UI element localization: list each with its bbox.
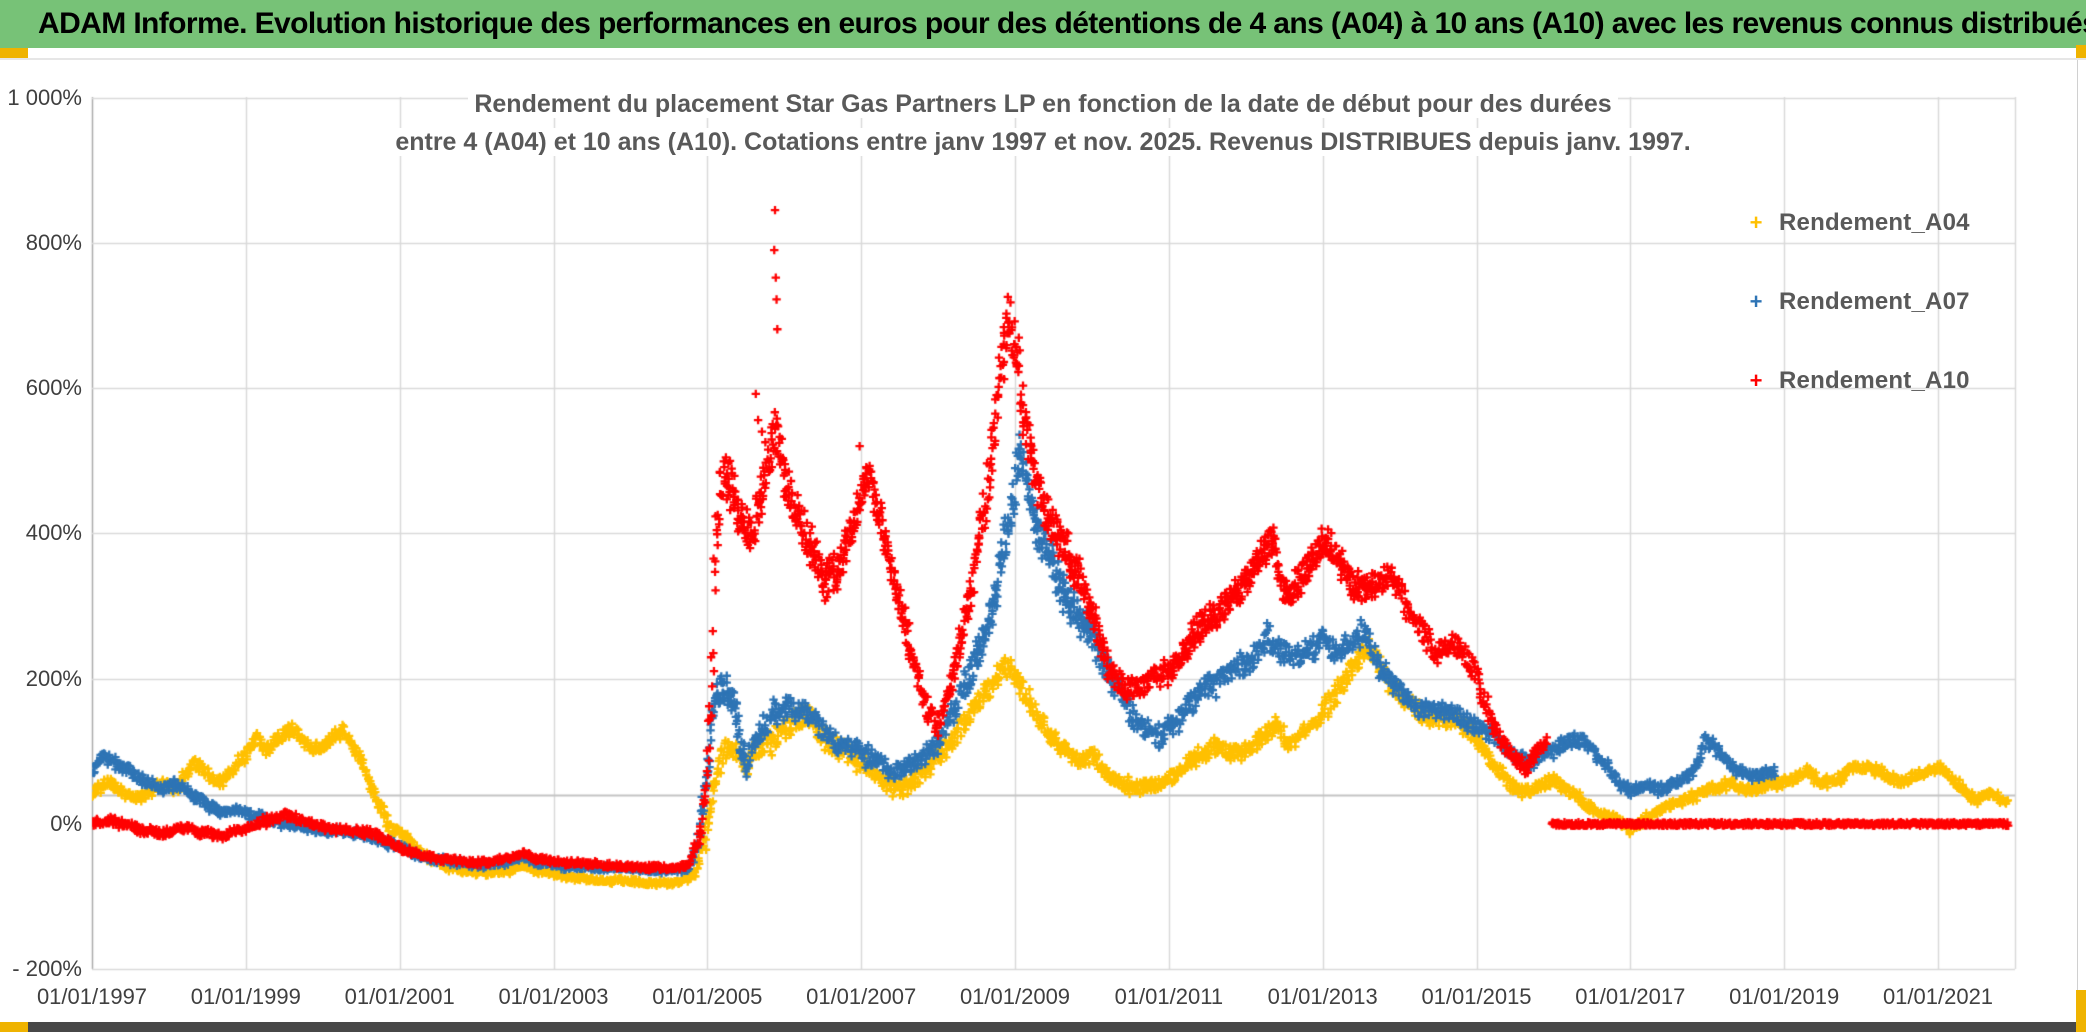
x-axis-tick-label: 01/01/2019: [1729, 984, 1840, 1009]
legend-item-rendement-a07[interactable]: + Rendement_A07: [1745, 286, 1970, 318]
chart-area-border: [2077, 60, 2078, 1022]
plus-marker-icon: +: [1749, 210, 1763, 235]
x-axis-tick-label: 01/01/2015: [1421, 984, 1532, 1009]
y-axis-tick-label: - 200%: [12, 956, 82, 982]
plus-marker-icon: +: [1749, 289, 1763, 314]
x-axis-tick-label: 01/01/2017: [1575, 984, 1686, 1009]
x-axis-tick-label: 01/01/2001: [344, 984, 455, 1009]
y-axis-tick-label: 0%: [50, 811, 82, 836]
chart-title-line2: entre 4 (A04) et 10 ans (A10). Cotations…: [0, 128, 2086, 157]
legend-label: Rendement_A10: [1779, 367, 1970, 394]
bottom-bar: [28, 1022, 2076, 1032]
x-axis-tick-label: 01/01/1999: [190, 984, 301, 1009]
y-axis-tick-label: 400%: [25, 520, 82, 546]
x-axis-tick-label: 01/01/2005: [652, 984, 763, 1009]
legend-item-rendement-a10[interactable]: + Rendement_A10: [1745, 365, 1970, 397]
plus-marker-icon: +: [1749, 368, 1763, 393]
y-axis-tick-label: 1 000%: [7, 84, 82, 110]
gold-accent-bottom-left: [0, 1022, 28, 1032]
legend-item-rendement-a04[interactable]: + Rendement_A04: [1745, 207, 1970, 239]
x-axis-tick-label: 01/01/2007: [806, 984, 917, 1009]
y-axis-tick-label: 600%: [25, 375, 82, 401]
x-axis-tick-label: 01/01/2011: [1114, 984, 1224, 1009]
legend-label: Rendement_A07: [1779, 288, 1970, 315]
x-axis-tick-label: 01/01/2003: [498, 984, 609, 1009]
chart-title-line1: Rendement du placement Star Gas Partners…: [0, 90, 2086, 119]
x-axis-tick-label: 01/01/2009: [959, 984, 1071, 1009]
y-axis-tick-label: 200%: [25, 665, 82, 691]
x-axis-tick-label: 01/01/1997: [36, 984, 148, 1009]
x-axis-tick-label: 01/01/2013: [1267, 984, 1378, 1009]
x-axis-tick-label: 01/01/2021: [1882, 984, 1994, 1009]
y-axis-tick-label: 800%: [25, 229, 82, 255]
legend-label: Rendement_A04: [1779, 209, 1970, 236]
gold-accent-bottom-right: [2076, 990, 2086, 1032]
